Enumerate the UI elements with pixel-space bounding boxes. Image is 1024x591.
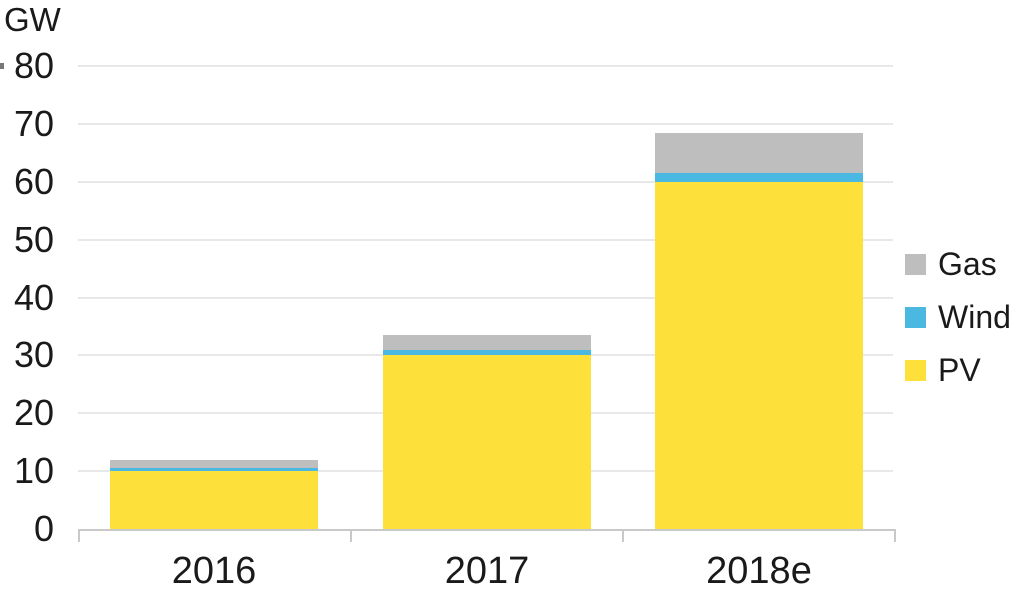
y-axis-unit-label: GW [4,1,61,38]
legend-label-pv: PV [938,352,981,388]
y-axis-tick-label: 40 [13,276,54,318]
x-axis-tick [350,529,352,542]
bar-segment-wind [383,349,591,356]
gridline [78,65,893,67]
legend-label-gas: Gas [938,246,997,282]
legend-label-wind: Wind [938,299,1011,335]
gridline [78,180,893,183]
y-axis-tick-label: 60 [13,160,54,202]
bar-segment-pv [383,355,591,529]
y-axis-tick-label: 10 [13,450,54,492]
y-axis-tick-label: 30 [13,334,54,376]
bar-segment-pv [655,181,863,530]
y-axis-tick-label: 20 [13,392,54,434]
y-axis-tick-label: 0 [33,508,54,549]
wind-swatch-icon [905,307,926,328]
bar-segment-gas [655,132,863,174]
x-axis-line [78,529,894,531]
x-axis-tick [78,529,80,542]
legend-item-pv: PV [905,354,1011,387]
y-axis-tick-label: 70 [13,102,54,144]
x-axis-tick [894,529,896,542]
pv-swatch-icon [905,360,926,381]
x-axis-tick-label: 2018e [706,550,812,591]
legend-item-gas: Gas [905,248,1011,281]
x-axis-tick-label: 2016 [171,550,257,591]
gas-swatch-icon [905,254,926,275]
legend-item-wind: Wind [905,301,1011,334]
x-axis-tick [622,529,624,542]
y-axis-tick [0,63,4,69]
bar-segment-wind [655,173,863,182]
bar-segment-gas [383,335,591,350]
gridline [78,122,893,125]
legend: Gas Wind PV [905,248,1011,407]
bar-segment-gas [110,459,318,469]
bar-segment-wind [110,468,318,472]
bar-segment-pv [110,471,318,529]
gridline [78,296,893,299]
gridline [78,238,893,241]
y-axis-tick-label: 80 [13,45,54,86]
x-axis-tick-label: 2017 [444,550,530,591]
y-axis-tick-label: 50 [13,218,54,260]
